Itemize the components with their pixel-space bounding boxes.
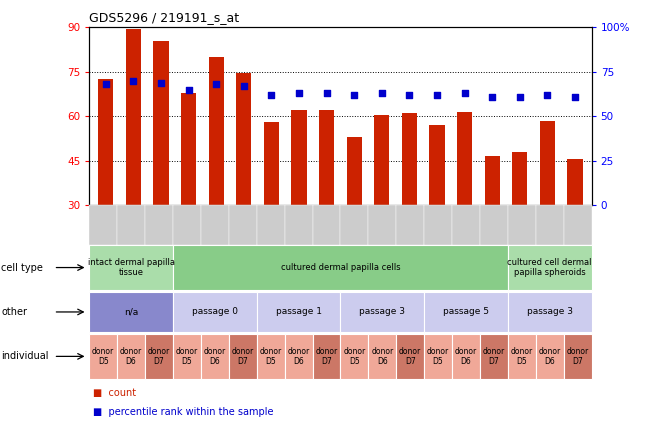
- Text: donor
D7: donor D7: [315, 347, 338, 366]
- Text: ■  count: ■ count: [93, 387, 136, 398]
- Bar: [430, 125, 445, 205]
- Point: [487, 93, 498, 100]
- Point: [377, 90, 387, 96]
- Text: donor
D5: donor D5: [176, 347, 198, 366]
- Bar: [181, 93, 196, 205]
- Text: donor
D5: donor D5: [511, 347, 533, 366]
- Point: [128, 77, 139, 84]
- Bar: [512, 152, 527, 205]
- Point: [183, 86, 194, 93]
- Text: ■  percentile rank within the sample: ■ percentile rank within the sample: [93, 407, 273, 417]
- Bar: [485, 157, 500, 205]
- Text: donor
D6: donor D6: [539, 347, 561, 366]
- Text: passage 3: passage 3: [527, 308, 572, 316]
- Text: passage 3: passage 3: [360, 308, 405, 316]
- Point: [211, 81, 221, 88]
- Text: donor
D7: donor D7: [231, 347, 254, 366]
- Text: donor
D5: donor D5: [92, 347, 114, 366]
- Text: donor
D7: donor D7: [399, 347, 421, 366]
- Bar: [98, 80, 114, 205]
- Point: [156, 79, 167, 86]
- Bar: [567, 159, 582, 205]
- Bar: [209, 57, 224, 205]
- Text: donor
D5: donor D5: [427, 347, 449, 366]
- Point: [349, 92, 360, 99]
- Point: [239, 83, 249, 90]
- Text: cultured dermal papilla cells: cultured dermal papilla cells: [281, 263, 400, 272]
- Text: donor
D6: donor D6: [204, 347, 226, 366]
- Point: [293, 90, 304, 96]
- Text: intact dermal papilla
tissue: intact dermal papilla tissue: [88, 258, 175, 277]
- Point: [570, 93, 580, 100]
- Point: [432, 92, 442, 99]
- Point: [459, 90, 470, 96]
- Text: other: other: [1, 307, 27, 317]
- Point: [321, 90, 332, 96]
- Text: donor
D7: donor D7: [148, 347, 170, 366]
- Text: GDS5296 / 219191_s_at: GDS5296 / 219191_s_at: [89, 11, 239, 24]
- Text: cultured cell dermal
papilla spheroids: cultured cell dermal papilla spheroids: [508, 258, 592, 277]
- Bar: [457, 112, 472, 205]
- Text: cell type: cell type: [1, 263, 43, 272]
- Bar: [236, 74, 251, 205]
- Text: donor
D6: donor D6: [455, 347, 477, 366]
- Text: donor
D7: donor D7: [566, 347, 589, 366]
- Text: donor
D6: donor D6: [371, 347, 393, 366]
- Point: [100, 81, 111, 88]
- Bar: [264, 122, 279, 205]
- Point: [266, 92, 277, 99]
- Point: [514, 93, 525, 100]
- Bar: [346, 137, 362, 205]
- Text: donor
D6: donor D6: [120, 347, 142, 366]
- Bar: [153, 41, 169, 205]
- Text: passage 5: passage 5: [443, 308, 489, 316]
- Bar: [402, 113, 417, 205]
- Text: donor
D5: donor D5: [343, 347, 366, 366]
- Bar: [540, 121, 555, 205]
- Text: individual: individual: [1, 352, 49, 361]
- Text: donor
D7: donor D7: [483, 347, 505, 366]
- Bar: [319, 110, 334, 205]
- Text: donor
D5: donor D5: [260, 347, 282, 366]
- Text: passage 0: passage 0: [192, 308, 238, 316]
- Point: [542, 92, 553, 99]
- Text: passage 1: passage 1: [276, 308, 321, 316]
- Bar: [374, 115, 389, 205]
- Bar: [292, 110, 307, 205]
- Text: n/a: n/a: [124, 308, 138, 316]
- Point: [404, 92, 414, 99]
- Bar: [126, 29, 141, 205]
- Text: donor
D6: donor D6: [288, 347, 309, 366]
